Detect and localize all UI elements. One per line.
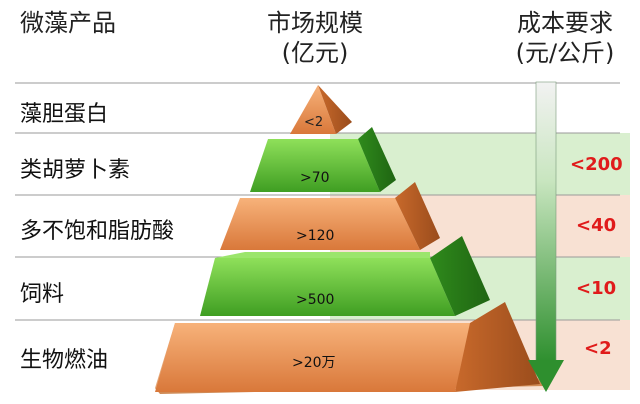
tier-carotenoid <box>250 127 396 192</box>
cost-value-pufa: <40 <box>576 215 617 236</box>
market-value-biofuel: >20万 <box>292 355 336 371</box>
market-value-phycobiliprotein: <2 <box>304 115 324 130</box>
market-value-feed: >500 <box>296 292 335 308</box>
market-value-pufa: >120 <box>296 228 335 244</box>
tier-pufa <box>220 182 440 250</box>
market-value-carotenoid: >70 <box>300 170 330 186</box>
market-header-line2: (亿元) <box>281 39 349 67</box>
tier-phycobiliprotein <box>290 85 352 134</box>
cost-header: 成本要求 (元/公斤) <box>500 8 630 68</box>
market-header: 市场规模 (亿元) <box>240 8 390 68</box>
cost-header-line1: 成本要求 <box>517 9 613 37</box>
row-label-carotenoid: 类胡萝卜素 <box>20 158 131 183</box>
cost-header-line2: (元/公斤) <box>515 39 615 67</box>
row-label-biofuel: 生物燃油 <box>20 348 109 373</box>
market-header-line1: 市场规模 <box>267 9 363 37</box>
product-header: 微藻产品 <box>20 9 116 37</box>
cost-value-biofuel: <2 <box>584 338 612 359</box>
cost-value-carotenoid: <200 <box>570 154 623 175</box>
tier-biofuel <box>155 302 545 394</box>
tier-feed <box>200 236 490 316</box>
row-label-phycobiliprotein: 藻胆蛋白 <box>20 102 109 127</box>
cost-value-feed: <10 <box>576 278 617 299</box>
cost-arrow <box>528 81 564 392</box>
row-label-feed: 饲料 <box>20 282 65 307</box>
row-label-pufa: 多不饱和脂肪酸 <box>20 219 175 244</box>
